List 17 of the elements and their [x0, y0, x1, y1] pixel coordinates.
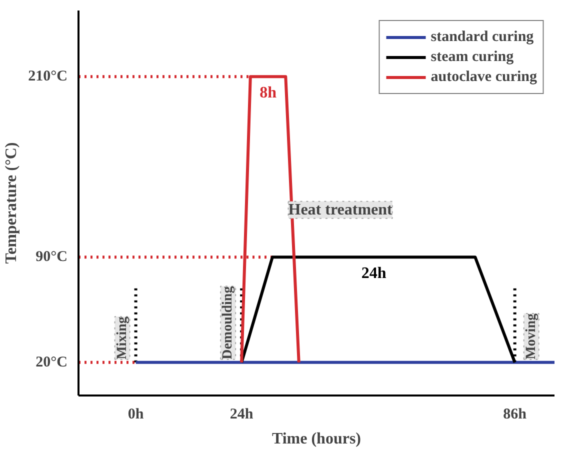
x-tick-label: 24h [230, 406, 254, 422]
legend-label: standard curing [430, 28, 534, 46]
annotation: 24h [361, 265, 386, 282]
y-tick-label: 20°C [36, 354, 68, 370]
y-tick-label: 90°C [36, 249, 68, 266]
x-tick-label: 86h [503, 406, 528, 422]
legend-label: steam curing [430, 48, 514, 66]
x-tick-label: 0h [128, 406, 144, 422]
y-tick-label: 210°C [28, 68, 68, 85]
y-axis-title: Temperature (°C) [3, 142, 20, 264]
ref-line-label: Demoulding [220, 286, 236, 360]
annotation: 8h [260, 84, 277, 102]
ref-line-label: Moving [524, 314, 539, 360]
ref-line-label: Mixing [114, 316, 130, 360]
annotation: Heat treatment [288, 201, 394, 218]
legend-label: autoclave curing [430, 68, 537, 86]
x-axis-title: Time (hours) [272, 430, 362, 448]
